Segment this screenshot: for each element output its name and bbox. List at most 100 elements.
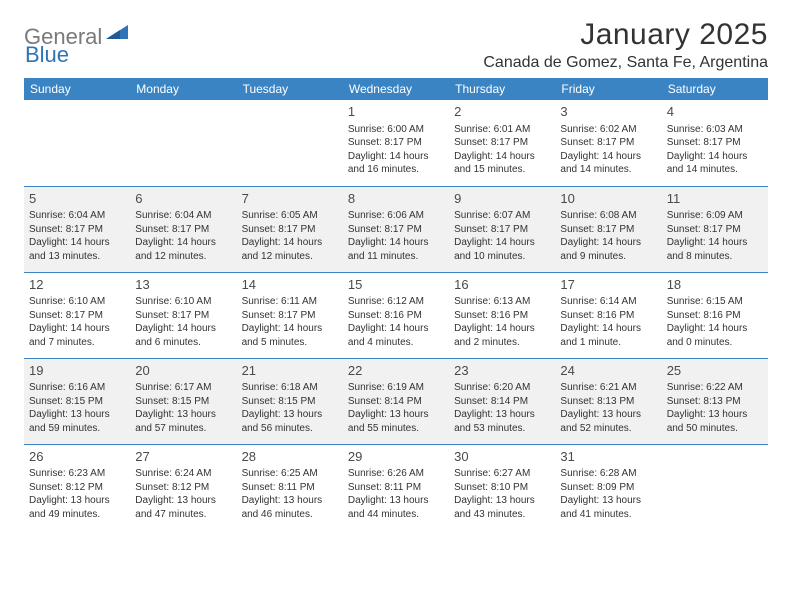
calendar-day-cell: 27Sunrise: 6:24 AMSunset: 8:12 PMDayligh… [130, 444, 236, 530]
calendar-day-cell: 26Sunrise: 6:23 AMSunset: 8:12 PMDayligh… [24, 444, 130, 530]
daylight-text: Daylight: 13 hours [242, 494, 338, 508]
daylight-text: and 55 minutes. [348, 422, 444, 436]
calendar-day-cell: 25Sunrise: 6:22 AMSunset: 8:13 PMDayligh… [662, 358, 768, 444]
day-number: 29 [348, 448, 444, 466]
day-number: 1 [348, 103, 444, 121]
day-number: 26 [29, 448, 125, 466]
calendar-day-cell: 31Sunrise: 6:28 AMSunset: 8:09 PMDayligh… [555, 444, 661, 530]
daylight-text: Daylight: 14 hours [454, 236, 550, 250]
weekday-header: Monday [130, 78, 236, 100]
day-number: 16 [454, 276, 550, 294]
daylight-text: and 10 minutes. [454, 250, 550, 264]
sunrise-text: Sunrise: 6:04 AM [135, 209, 231, 223]
daylight-text: and 49 minutes. [29, 508, 125, 522]
daylight-text: and 8 minutes. [667, 250, 763, 264]
calendar-week-row: 5Sunrise: 6:04 AMSunset: 8:17 PMDaylight… [24, 186, 768, 272]
logo-text-2: Blue [25, 42, 69, 67]
daylight-text: Daylight: 14 hours [560, 236, 656, 250]
sunset-text: Sunset: 8:16 PM [560, 309, 656, 323]
sunrise-text: Sunrise: 6:10 AM [135, 295, 231, 309]
sunrise-text: Sunrise: 6:17 AM [135, 381, 231, 395]
daylight-text: Daylight: 13 hours [29, 408, 125, 422]
daylight-text: and 11 minutes. [348, 250, 444, 264]
calendar-day-cell: 17Sunrise: 6:14 AMSunset: 8:16 PMDayligh… [555, 272, 661, 358]
sunset-text: Sunset: 8:17 PM [242, 223, 338, 237]
calendar-empty-cell [130, 100, 236, 186]
header: General January 2025 Canada de Gomez, Sa… [24, 18, 768, 72]
daylight-text: Daylight: 14 hours [135, 322, 231, 336]
daylight-text: and 44 minutes. [348, 508, 444, 522]
sunrise-text: Sunrise: 6:28 AM [560, 467, 656, 481]
sunset-text: Sunset: 8:17 PM [667, 136, 763, 150]
sunset-text: Sunset: 8:17 PM [348, 136, 444, 150]
daylight-text: Daylight: 13 hours [454, 408, 550, 422]
calendar-day-cell: 28Sunrise: 6:25 AMSunset: 8:11 PMDayligh… [237, 444, 343, 530]
calendar-page: General January 2025 Canada de Gomez, Sa… [0, 0, 792, 548]
sunrise-text: Sunrise: 6:04 AM [29, 209, 125, 223]
sunset-text: Sunset: 8:16 PM [348, 309, 444, 323]
daylight-text: Daylight: 14 hours [667, 150, 763, 164]
day-number: 19 [29, 362, 125, 380]
sunset-text: Sunset: 8:17 PM [135, 223, 231, 237]
day-number: 14 [242, 276, 338, 294]
sunset-text: Sunset: 8:17 PM [560, 136, 656, 150]
logo-triangle-icon [106, 25, 128, 44]
weekday-header: Sunday [24, 78, 130, 100]
daylight-text: Daylight: 13 hours [242, 408, 338, 422]
day-number: 22 [348, 362, 444, 380]
sunrise-text: Sunrise: 6:07 AM [454, 209, 550, 223]
calendar-day-cell: 16Sunrise: 6:13 AMSunset: 8:16 PMDayligh… [449, 272, 555, 358]
calendar-table: SundayMondayTuesdayWednesdayThursdayFrid… [24, 78, 768, 530]
daylight-text: Daylight: 13 hours [454, 494, 550, 508]
calendar-day-cell: 9Sunrise: 6:07 AMSunset: 8:17 PMDaylight… [449, 186, 555, 272]
daylight-text: and 9 minutes. [560, 250, 656, 264]
sunset-text: Sunset: 8:11 PM [348, 481, 444, 495]
sunset-text: Sunset: 8:12 PM [135, 481, 231, 495]
day-number: 8 [348, 190, 444, 208]
day-number: 15 [348, 276, 444, 294]
day-number: 7 [242, 190, 338, 208]
calendar-day-cell: 18Sunrise: 6:15 AMSunset: 8:16 PMDayligh… [662, 272, 768, 358]
sunset-text: Sunset: 8:13 PM [667, 395, 763, 409]
sunset-text: Sunset: 8:17 PM [560, 223, 656, 237]
calendar-day-cell: 15Sunrise: 6:12 AMSunset: 8:16 PMDayligh… [343, 272, 449, 358]
daylight-text: Daylight: 13 hours [29, 494, 125, 508]
day-number: 9 [454, 190, 550, 208]
calendar-day-cell: 19Sunrise: 6:16 AMSunset: 8:15 PMDayligh… [24, 358, 130, 444]
day-number: 6 [135, 190, 231, 208]
daylight-text: and 43 minutes. [454, 508, 550, 522]
daylight-text: and 50 minutes. [667, 422, 763, 436]
calendar-empty-cell [237, 100, 343, 186]
day-number: 5 [29, 190, 125, 208]
daylight-text: Daylight: 14 hours [348, 236, 444, 250]
calendar-day-cell: 21Sunrise: 6:18 AMSunset: 8:15 PMDayligh… [237, 358, 343, 444]
sunset-text: Sunset: 8:15 PM [135, 395, 231, 409]
sunrise-text: Sunrise: 6:25 AM [242, 467, 338, 481]
daylight-text: Daylight: 13 hours [348, 408, 444, 422]
day-number: 21 [242, 362, 338, 380]
sunrise-text: Sunrise: 6:01 AM [454, 123, 550, 137]
sunset-text: Sunset: 8:16 PM [667, 309, 763, 323]
sunrise-text: Sunrise: 6:09 AM [667, 209, 763, 223]
sunrise-text: Sunrise: 6:18 AM [242, 381, 338, 395]
weekday-header: Wednesday [343, 78, 449, 100]
calendar-day-cell: 20Sunrise: 6:17 AMSunset: 8:15 PMDayligh… [130, 358, 236, 444]
sunset-text: Sunset: 8:10 PM [454, 481, 550, 495]
calendar-body: 1Sunrise: 6:00 AMSunset: 8:17 PMDaylight… [24, 100, 768, 530]
daylight-text: and 16 minutes. [348, 163, 444, 177]
sunrise-text: Sunrise: 6:20 AM [454, 381, 550, 395]
calendar-day-cell: 11Sunrise: 6:09 AMSunset: 8:17 PMDayligh… [662, 186, 768, 272]
daylight-text: Daylight: 14 hours [667, 236, 763, 250]
day-number: 12 [29, 276, 125, 294]
daylight-text: and 12 minutes. [135, 250, 231, 264]
daylight-text: and 52 minutes. [560, 422, 656, 436]
daylight-text: Daylight: 14 hours [667, 322, 763, 336]
weekday-header: Tuesday [237, 78, 343, 100]
daylight-text: and 56 minutes. [242, 422, 338, 436]
sunrise-text: Sunrise: 6:12 AM [348, 295, 444, 309]
daylight-text: Daylight: 14 hours [560, 322, 656, 336]
calendar-day-cell: 22Sunrise: 6:19 AMSunset: 8:14 PMDayligh… [343, 358, 449, 444]
sunrise-text: Sunrise: 6:11 AM [242, 295, 338, 309]
calendar-day-cell: 1Sunrise: 6:00 AMSunset: 8:17 PMDaylight… [343, 100, 449, 186]
sunset-text: Sunset: 8:17 PM [454, 136, 550, 150]
